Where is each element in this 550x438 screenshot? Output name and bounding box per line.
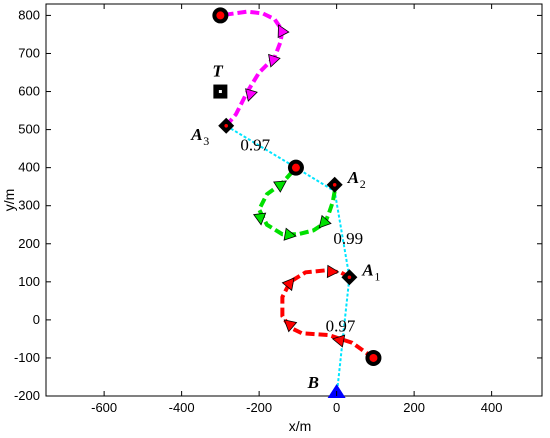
x-tick-label: -400 — [169, 400, 195, 415]
relay-label-subscript: 1 — [374, 269, 380, 283]
target-marker-center — [218, 90, 222, 94]
y-tick-label: 600 — [18, 84, 40, 99]
direction-arrow — [326, 264, 340, 279]
direction-arrow — [281, 277, 295, 292]
relay-marker-dot — [224, 123, 228, 128]
trajectory-line — [220, 9, 285, 128]
direction-arrow — [245, 88, 258, 102]
axes: -600 -400 -200 0 200 400 -200 -100 0 100 200 300 400… — [14, 4, 542, 415]
link-quality-label: 0.99 — [333, 229, 363, 248]
y-tick-label: 200 — [18, 236, 40, 251]
y-tick-label: 700 — [18, 45, 40, 60]
x-axis-label: x/m — [289, 418, 312, 434]
x-tick-label: -200 — [246, 400, 272, 415]
relay-marker-dot — [347, 275, 352, 280]
direction-arrow — [268, 53, 281, 68]
trajectory-series — [220, 9, 375, 360]
y-tick-label: -200 — [14, 388, 40, 403]
direction-arrow — [331, 334, 346, 348]
relay-label-subscript: 3 — [203, 134, 209, 148]
x-tick-label: 200 — [403, 400, 425, 415]
start-marker-center — [291, 163, 300, 172]
base-station-label: B — [307, 373, 319, 392]
direction-arrow — [273, 180, 287, 193]
y-tick-label: 500 — [18, 122, 40, 137]
relay-label: A — [361, 260, 373, 279]
x-tick-label: -600 — [91, 400, 117, 415]
markers: A 3A 2A 1TB — [190, 7, 382, 398]
y-tick-label: 400 — [18, 160, 40, 175]
direction-arrow — [283, 227, 297, 241]
target-label: T — [212, 62, 223, 81]
y-tick-label: -100 — [14, 350, 40, 365]
trajectory-line — [280, 268, 375, 360]
y-axis-label: y/m — [1, 189, 17, 212]
relay-label-subscript: 2 — [360, 177, 366, 191]
start-marker-center — [369, 353, 378, 362]
link-quality-label: 0.97 — [240, 136, 270, 155]
start-marker-center — [216, 11, 225, 20]
y-tick-label: 800 — [18, 7, 40, 22]
plot-frame — [45, 3, 543, 397]
relay-label: A — [347, 168, 359, 187]
direction-arrow — [277, 24, 290, 39]
y-tick-label: 100 — [18, 274, 40, 289]
link-quality-label: 0.97 — [326, 316, 356, 335]
x-tick-label: 400 — [481, 400, 503, 415]
relay-marker-dot — [332, 182, 337, 187]
direction-arrow — [318, 214, 332, 229]
x-tick-label: 0 — [333, 400, 340, 415]
relay-label: A — [190, 125, 202, 144]
y-tick-label: 0 — [33, 312, 40, 327]
direction-arrow — [253, 212, 267, 226]
direction-arrow — [283, 319, 298, 333]
y-tick-label: 300 — [18, 198, 40, 213]
